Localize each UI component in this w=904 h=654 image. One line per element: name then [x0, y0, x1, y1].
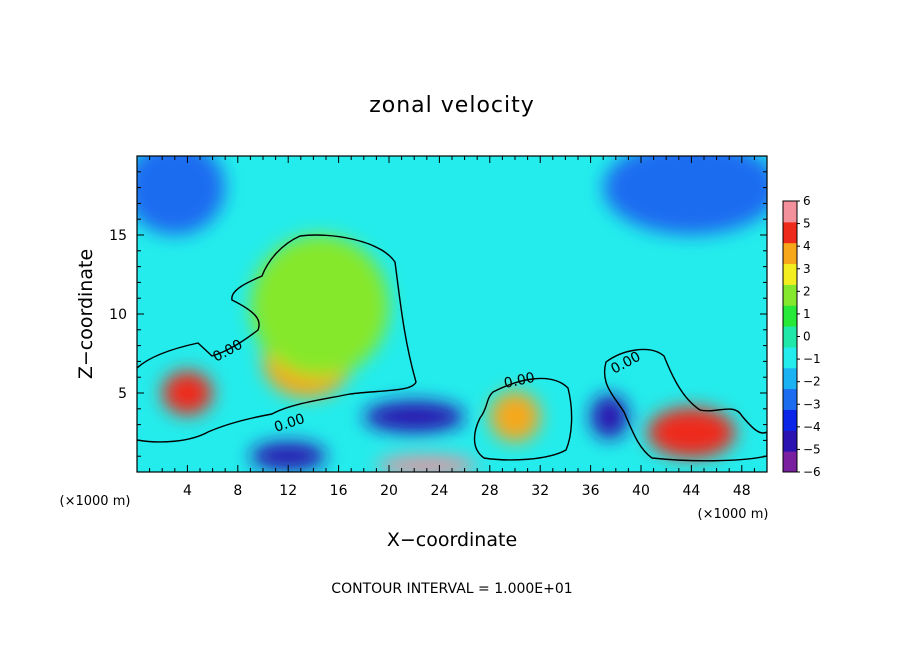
- x-tick-label: 48: [733, 483, 751, 499]
- colorbar-swatch: [783, 263, 797, 285]
- x-tick-label: 28: [481, 483, 499, 499]
- velocity-feature: [162, 370, 213, 416]
- colorbar-tick-label: −3: [803, 397, 821, 411]
- colorbar-tick-label: 0: [803, 330, 811, 344]
- colorbar-tick-label: 4: [803, 239, 811, 253]
- x-tick-label: 44: [682, 483, 700, 499]
- colorbar-tick-label: −1: [803, 352, 821, 366]
- zero-contour-line: [473, 377, 573, 461]
- colorbar-swatch: [783, 409, 797, 431]
- velocity-feature: [647, 407, 736, 458]
- x-tick-label: 12: [279, 483, 297, 499]
- colorbar-swatch: [783, 451, 797, 473]
- velocity-feature: [250, 441, 326, 471]
- contour-label: 0.00: [503, 370, 537, 392]
- y-tick-label: 10: [109, 307, 127, 323]
- colorbar-swatch: [783, 388, 797, 410]
- colorbar-swatch: [783, 326, 797, 348]
- velocity-feature: [250, 235, 389, 378]
- x-unit-left: (×1000 m): [60, 494, 131, 509]
- colorbar-swatch: [783, 305, 797, 327]
- chart-title: zonal velocity: [369, 93, 535, 118]
- zero-contour-line: [137, 234, 417, 443]
- velocity-feature: [603, 156, 767, 235]
- x-tick-label: 24: [430, 483, 448, 499]
- colorbar-tick-label: −2: [803, 375, 821, 389]
- colorbar-tick-label: −5: [803, 442, 821, 456]
- zero-contour-line: [603, 348, 767, 462]
- y-axis-label: Z−coordinate: [75, 249, 97, 379]
- velocity-feature: [489, 391, 541, 442]
- x-tick-label: 20: [380, 483, 398, 499]
- x-unit-right: (×1000 m): [698, 507, 769, 522]
- colorbar-swatch: [783, 201, 797, 223]
- y-tick-label: 15: [109, 228, 127, 244]
- x-tick-label: 36: [582, 483, 600, 499]
- x-tick-label: 4: [183, 483, 192, 499]
- colorbar-tick-label: 6: [803, 194, 811, 208]
- colorbar-tick-label: 2: [803, 284, 811, 298]
- colorbar-tick-label: 3: [803, 262, 811, 276]
- contour-interval-note: CONTOUR INTERVAL = 1.000E+01: [331, 581, 572, 597]
- plot-area: 0.00 0.00 0.00 0.00: [137, 156, 767, 472]
- colorbar: 6 5 4 3 2 1 0 −1 −2 −3 −4 −5 −6: [782, 194, 821, 479]
- colorbar-swatch: [783, 346, 797, 369]
- colorbar-swatch: [783, 367, 797, 390]
- x-axis: 4 8 12 16 20 24 28 32 36 40 44 48: [149, 156, 755, 499]
- x-tick-label: 40: [632, 483, 650, 499]
- y-tick-label: 5: [118, 386, 127, 402]
- x-axis-label: X−coordinate: [387, 529, 517, 551]
- colorbar-swatch: [783, 221, 797, 244]
- velocity-feature: [137, 156, 226, 235]
- colorbar-tick-label: 1: [803, 307, 811, 321]
- colorbar-tick-label: 5: [803, 217, 811, 231]
- velocity-feature: [363, 400, 465, 433]
- zero-contours: [137, 234, 767, 462]
- y-axis: 5 10 15: [109, 171, 767, 457]
- x-tick-label: 16: [330, 483, 348, 499]
- colorbar-swatch: [783, 284, 797, 306]
- colorbar-tick-label: −6: [803, 465, 821, 479]
- colorbar-swatch: [783, 430, 797, 452]
- velocity-feature: [590, 394, 629, 439]
- colorbar-swatch: [783, 242, 797, 265]
- colorbar-tick-label: −4: [803, 420, 821, 434]
- x-tick-label: 32: [531, 483, 549, 499]
- x-tick-label: 8: [233, 483, 242, 499]
